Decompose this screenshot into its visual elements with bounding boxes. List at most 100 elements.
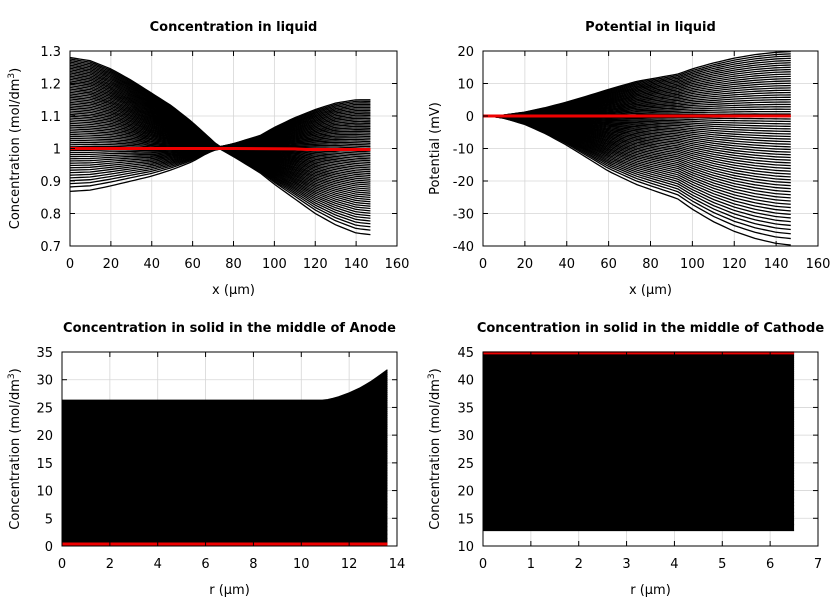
y-tick-label: 1.1 bbox=[40, 110, 61, 125]
y-tick-label: 10 bbox=[457, 78, 474, 93]
x-tick-label: 40 bbox=[143, 257, 160, 272]
x-tick-label: 120 bbox=[303, 257, 328, 272]
series-line bbox=[62, 369, 388, 401]
x-tick-label: 0 bbox=[66, 257, 74, 272]
y-axis-label-tail: ) bbox=[8, 368, 23, 373]
y-tick-label: 10 bbox=[36, 485, 53, 500]
x-tick-label: 40 bbox=[558, 257, 575, 272]
y-tick-label: 15 bbox=[457, 512, 474, 527]
y-tick-label: 35 bbox=[36, 346, 53, 361]
x-tick-label: 6 bbox=[766, 557, 774, 572]
y-tick-label: -30 bbox=[453, 208, 474, 223]
y-tick-label: 20 bbox=[36, 429, 53, 444]
series-line bbox=[69, 56, 371, 148]
x-tick-label: 0 bbox=[479, 557, 487, 572]
x-tick-label: 100 bbox=[262, 257, 287, 272]
x-tick-label: 80 bbox=[225, 257, 242, 272]
y-tick-label: -10 bbox=[453, 143, 474, 158]
y-tick-label: 0 bbox=[45, 540, 53, 555]
y-axis-label-main: Potential (mV) bbox=[428, 102, 443, 195]
series-fill bbox=[483, 353, 795, 531]
x-tick-label: 0 bbox=[479, 257, 487, 272]
x-tick-label: 8 bbox=[249, 557, 257, 572]
y-axis-label-tail: ) bbox=[8, 68, 23, 73]
x-tick-label: 2 bbox=[106, 557, 114, 572]
y-tick-label: 1.2 bbox=[40, 78, 61, 93]
y-tick-label: 30 bbox=[36, 374, 53, 389]
y-tick-label: 35 bbox=[457, 401, 474, 416]
x-tick-label: 20 bbox=[103, 257, 120, 272]
y-axis-label-main: Concentration (mol/dm bbox=[8, 379, 23, 530]
y-tick-label: 15 bbox=[36, 457, 53, 472]
y-tick-label: 1.3 bbox=[40, 45, 61, 60]
x-tick-label: 160 bbox=[385, 257, 410, 272]
series-fill bbox=[62, 369, 388, 545]
series-bundle bbox=[69, 56, 371, 236]
x-tick-label: 12 bbox=[341, 557, 358, 572]
x-tick-label: 60 bbox=[600, 257, 617, 272]
x-tick-label: 2 bbox=[575, 557, 583, 572]
x-tick-label: 4 bbox=[154, 557, 162, 572]
plot-frame bbox=[482, 351, 819, 547]
y-axis-label: Concentration (mol/dm3) bbox=[427, 368, 443, 530]
plot-frame bbox=[61, 351, 398, 547]
y-axis-label-sup: 3 bbox=[7, 373, 17, 379]
y-axis-label-sup: 3 bbox=[427, 373, 437, 379]
y-axis-label-main: Concentration (mol/dm bbox=[8, 79, 23, 230]
x-tick-label: 20 bbox=[517, 257, 534, 272]
y-tick-label: 40 bbox=[457, 374, 474, 389]
series-bundle bbox=[62, 369, 388, 545]
chart-panel-4: Concentration in solid in the middle of … bbox=[427, 321, 824, 598]
chart-panel-1: Concentration in liquid 0 20 40 60 80 100 120 14… bbox=[7, 20, 409, 298]
y-axis-label-main: Concentration (mol/dm bbox=[428, 379, 443, 530]
y-axis-label-tail: ) bbox=[428, 368, 443, 373]
x-tick-label: 7 bbox=[814, 557, 822, 572]
x-tick-label: 100 bbox=[680, 257, 705, 272]
y-tick-label: 1 bbox=[53, 143, 61, 158]
y-tick-label: 25 bbox=[36, 401, 53, 416]
y-tick-label: 10 bbox=[457, 540, 474, 555]
x-tick-label: 4 bbox=[670, 557, 678, 572]
x-tick-label: 6 bbox=[201, 557, 209, 572]
y-tick-label: -20 bbox=[453, 175, 474, 190]
y-tick-label: 30 bbox=[457, 429, 474, 444]
chart-panel-3: Concentration in solid in the middle of … bbox=[7, 321, 405, 598]
y-tick-label: 25 bbox=[457, 457, 474, 472]
x-tick-label: 10 bbox=[293, 557, 310, 572]
x-tick-label: 60 bbox=[184, 257, 201, 272]
x-tick-label: 3 bbox=[622, 557, 630, 572]
y-tick-label: 0.8 bbox=[40, 208, 61, 223]
x-axis-label: x (µm) bbox=[212, 283, 255, 298]
x-tick-label: 140 bbox=[764, 257, 789, 272]
x-axis-label: r (µm) bbox=[630, 583, 671, 598]
y-tick-label: 0 bbox=[466, 110, 474, 125]
y-tick-label: 20 bbox=[457, 485, 474, 500]
x-tick-label: 80 bbox=[642, 257, 659, 272]
chart-title: Potential in liquid bbox=[585, 20, 716, 35]
chart-title: Concentration in solid in the middle of … bbox=[477, 321, 825, 336]
x-tick-label: 140 bbox=[344, 257, 369, 272]
x-tick-label: 160 bbox=[806, 257, 831, 272]
chart-title: Concentration in solid in the middle of … bbox=[63, 321, 396, 336]
highlight-line bbox=[70, 147, 371, 151]
y-tick-label: -40 bbox=[453, 240, 474, 255]
y-axis-label: Concentration (mol/dm3) bbox=[7, 368, 23, 530]
series-bundle bbox=[483, 352, 795, 532]
x-axis-label: x (µm) bbox=[629, 283, 672, 298]
y-axis-label-sup: 3 bbox=[7, 73, 17, 79]
y-tick-label: 20 bbox=[457, 45, 474, 60]
x-tick-label: 0 bbox=[58, 557, 66, 572]
series-line bbox=[482, 51, 791, 117]
chart-title: Concentration in liquid bbox=[150, 20, 318, 35]
y-tick-label: 0.9 bbox=[40, 175, 61, 190]
x-tick-label: 14 bbox=[389, 557, 406, 572]
y-tick-label: 5 bbox=[45, 512, 53, 527]
y-tick-label: 0.7 bbox=[40, 240, 61, 255]
x-tick-label: 5 bbox=[718, 557, 726, 572]
y-axis-label: Potential (mV) bbox=[428, 102, 443, 195]
x-axis-label: r (µm) bbox=[209, 583, 250, 598]
y-axis-label: Concentration (mol/dm3) bbox=[7, 68, 23, 230]
x-tick-label: 120 bbox=[722, 257, 747, 272]
